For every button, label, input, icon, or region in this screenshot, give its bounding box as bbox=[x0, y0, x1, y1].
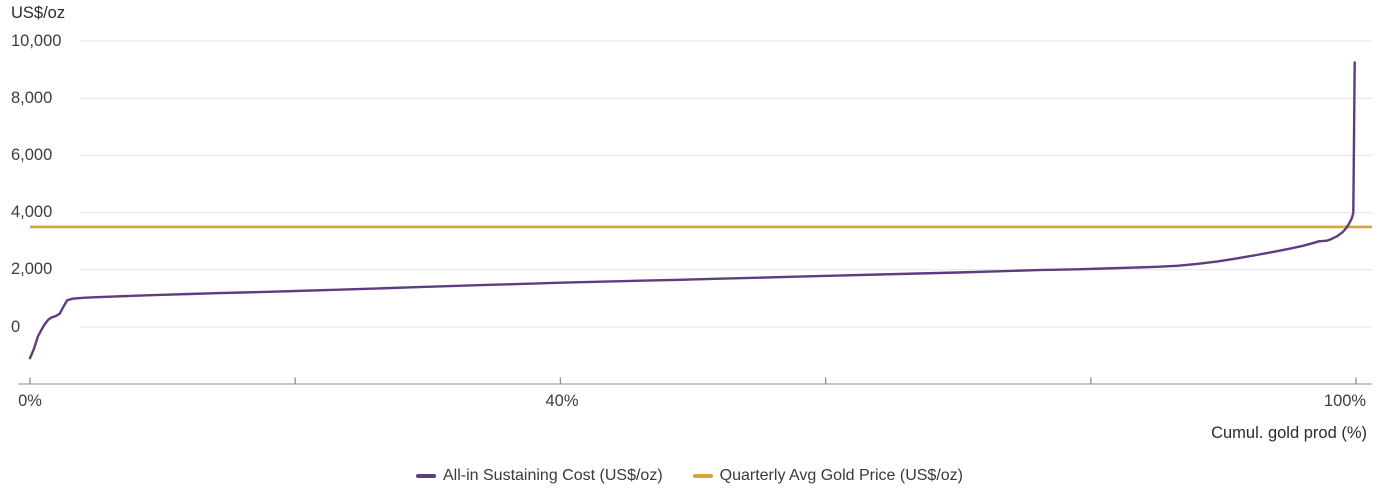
x-axis-title: Cumul. gold prod (%) bbox=[1211, 424, 1367, 442]
y-tick-label: 4,000 bbox=[11, 203, 53, 221]
y-tick-label: 10,000 bbox=[11, 32, 62, 50]
x-tick-label bbox=[796, 391, 856, 411]
y-tick-label: 8,000 bbox=[11, 89, 53, 107]
aisc-legend-label: All-in Sustaining Cost (US$/oz) bbox=[443, 467, 663, 484]
x-tick-label: 100% bbox=[1323, 392, 1367, 410]
y-tick-label: 0 bbox=[11, 318, 21, 336]
legend-item-aisc: All-in Sustaining Cost (US$/oz) bbox=[416, 467, 663, 485]
x-tick-label: 40% bbox=[545, 392, 579, 410]
x-tick-label: 0% bbox=[18, 392, 42, 410]
y-tick-label: 6,000 bbox=[11, 146, 53, 164]
x-tick-label bbox=[265, 391, 325, 411]
aisc-line-swatch bbox=[416, 474, 436, 478]
y-tick-label: 2,000 bbox=[11, 260, 53, 278]
gold-price-line-swatch bbox=[692, 474, 713, 478]
legend: All-in Sustaining Cost (US$/oz) Quarterl… bbox=[0, 467, 1379, 485]
x-tick-label bbox=[1061, 391, 1121, 411]
y-axis-title: US$/oz bbox=[11, 4, 66, 22]
legend-item-gold-price: Quarterly Avg Gold Price (US$/oz) bbox=[692, 467, 963, 485]
gold-price-legend-label: Quarterly Avg Gold Price (US$/oz) bbox=[719, 467, 963, 484]
